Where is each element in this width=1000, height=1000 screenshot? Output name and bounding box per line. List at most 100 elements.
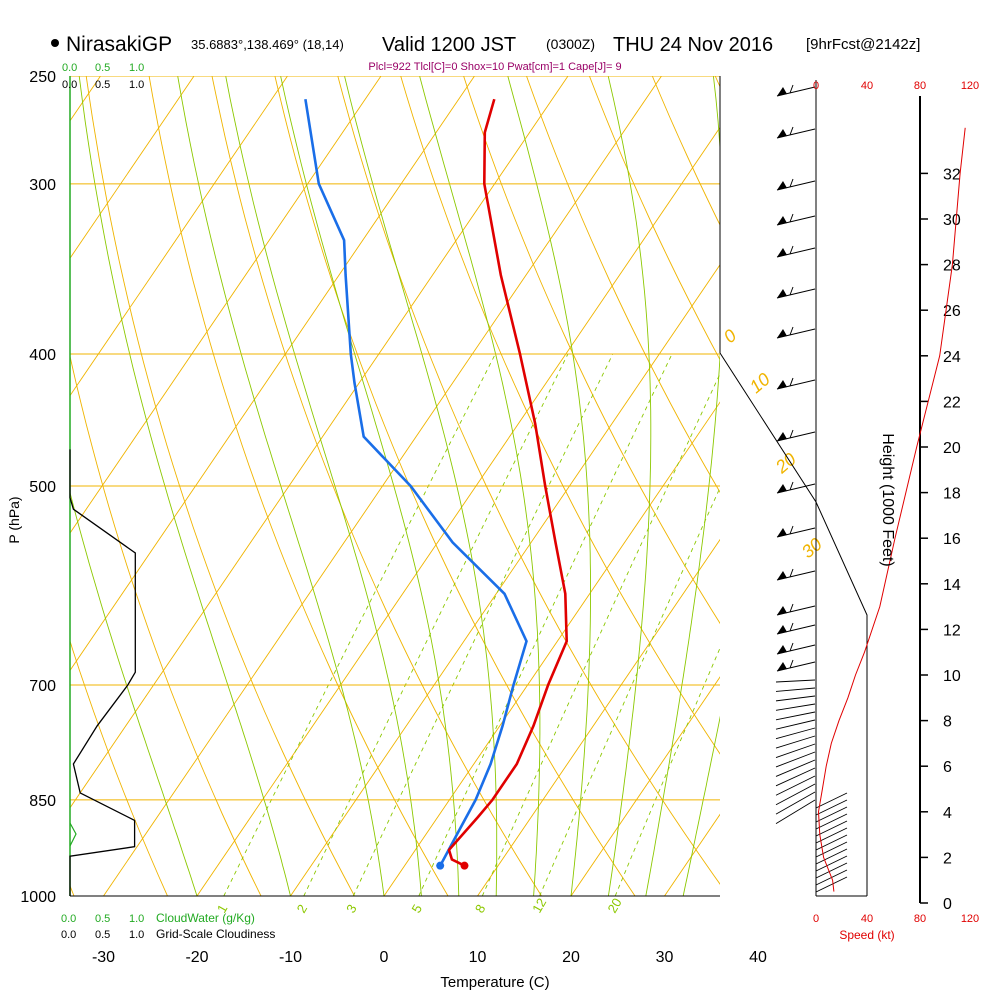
temperature-axis-title: Temperature (C) (440, 974, 549, 991)
cloudiness-bottom-tick-0: 0.0 (61, 929, 76, 941)
wind-barb (775, 791, 816, 815)
wind-barb-feather (789, 622, 794, 632)
wind-barb (775, 687, 816, 692)
wind-barb (815, 876, 848, 893)
mixing-ratio-line (418, 353, 673, 896)
valid-date: THU 24 Nov 2016 (613, 34, 773, 56)
pressure-tick-label: 500 (29, 479, 56, 496)
speed-top-tick-3: 120 (961, 80, 979, 92)
pressure-tick-label: 400 (29, 347, 56, 364)
temperature-tick-label: 10 (469, 949, 487, 966)
forecast-info: [9hrFcst@2142z] (806, 36, 920, 53)
cloudiness-scale-top: 0.0 0.5 1.0 (62, 79, 144, 91)
moist-adiabat-line (645, 76, 720, 896)
dry-adiabat-label: 20 (771, 449, 800, 478)
wind-pennant (777, 571, 787, 580)
mixing-ratio-label: 20 (604, 895, 624, 915)
dry-adiabat-line (967, 76, 1000, 896)
moist-adiabat-line (70, 490, 198, 896)
pressure-tick-label: 850 (29, 793, 56, 810)
moist-adiabat-line (682, 715, 720, 896)
wind-barb (775, 695, 816, 702)
wind-barb (775, 767, 816, 787)
moist-adiabat-line (507, 76, 591, 896)
wind-barb-feather (789, 245, 794, 255)
temperature-tick-label: -30 (92, 949, 115, 966)
station-coords: 35.6883°,138.469° (18,14) (191, 37, 344, 52)
height-tick-label: 10 (943, 668, 961, 685)
wind-barb (815, 862, 848, 879)
wind-pennant (777, 662, 787, 671)
wind-barb (775, 727, 816, 740)
cloudwater-top-tick-2: 1.0 (129, 62, 144, 74)
temperature-tick-label: 30 (656, 949, 674, 966)
cloudwater-bottom-tick-1: 0.5 (95, 913, 110, 925)
speed-top-tick-1: 40 (861, 80, 873, 92)
wind-pennant (777, 606, 787, 615)
height-tick-label: 22 (943, 394, 961, 411)
wind-barb (775, 719, 816, 730)
dry-adiabat-line (588, 76, 720, 361)
moist-adiabat-line (78, 76, 291, 896)
height-tick-label: 4 (943, 805, 952, 822)
wind-panel-boundary (719, 352, 868, 896)
cloudiness-bottom-tick-1: 0.5 (95, 929, 110, 941)
wind-barb (815, 855, 848, 872)
wind-pennant (777, 248, 787, 257)
mixing-ratio-label: 8 (472, 902, 489, 916)
stability-indices: Plcl=922 Tlcl[C]=0 Shox=10 Pwat[cm]=1 Ca… (368, 61, 621, 73)
pressure-tick-label: 300 (29, 177, 56, 194)
cloudiness-top-tick-1: 0.5 (95, 79, 110, 91)
wind-barb (815, 820, 848, 837)
isotherm-line (477, 538, 720, 896)
moist-adiabat-line (280, 76, 460, 896)
wind-barb (815, 848, 848, 865)
wind-pennant (777, 181, 787, 190)
thermo-grid (70, 76, 1000, 896)
temperature-profile-line (447, 98, 569, 867)
wind-barb-feather (789, 642, 794, 652)
wind-pennant (777, 216, 787, 225)
cloudiness-top-tick-0: 0.0 (62, 79, 77, 91)
wind-pennant (777, 625, 787, 634)
height-tick-label: 30 (943, 212, 961, 229)
wind-barb-feather (789, 377, 794, 387)
wind-barb-feather (789, 568, 794, 578)
wind-barb (775, 775, 816, 796)
wind-barb-feather (789, 126, 794, 136)
wind-barb (815, 834, 848, 851)
cloud-water-label: CloudWater (g/Kg) (156, 911, 255, 925)
cloudiness-profile (69, 449, 136, 896)
mixing-ratio-line (614, 646, 720, 896)
speed-scale-top: 0 40 80 120 (813, 80, 979, 92)
valid-utc: (0300Z) (546, 36, 595, 52)
isotherm-line (70, 76, 288, 397)
height-tick-label: 2 (943, 850, 952, 867)
cloudwater-bottom-tick-0: 0.0 (61, 913, 76, 925)
wind-pennant (777, 380, 787, 389)
wind-barb-feather (789, 326, 794, 336)
wind-barb (815, 813, 848, 830)
wind-barb-feather (789, 429, 794, 439)
moist-adiabat-line (419, 76, 541, 896)
height-tick-label: 18 (943, 486, 961, 503)
wind-barb-feather (789, 659, 794, 669)
cloudiness-bottom-tick-2: 1.0 (129, 929, 144, 941)
wind-barb (815, 799, 848, 816)
wind-barb (815, 792, 848, 809)
surface-temperature-marker (460, 861, 469, 870)
wind-barb (775, 783, 816, 806)
wind-barb (775, 703, 816, 711)
moist-adiabat-line (607, 76, 652, 896)
temperature-tick-label: 20 (562, 949, 580, 966)
wind-barb-feather (789, 481, 794, 491)
wind-pennant (777, 129, 787, 138)
speed-bottom-tick-3: 120 (961, 913, 979, 925)
height-tick-label: 20 (943, 440, 961, 457)
pressure-tick-label: 1000 (20, 889, 56, 906)
height-tick-label: 6 (943, 759, 952, 776)
station-marker-icon (51, 39, 59, 47)
cloud-water-marker (69, 822, 77, 847)
